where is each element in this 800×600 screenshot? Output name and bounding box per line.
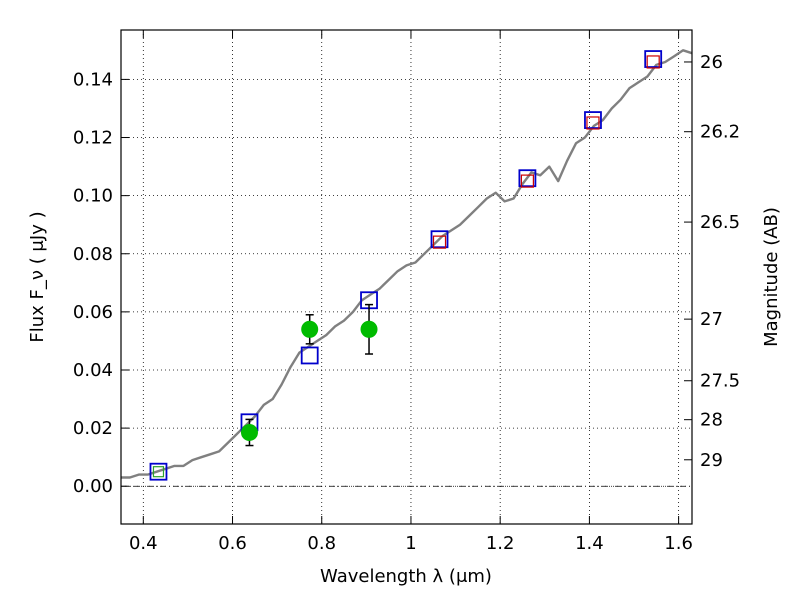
model-photometry-point [300, 346, 319, 365]
model-spectrum-line [121, 49, 693, 479]
x-tick-label: 0.8 [307, 533, 336, 554]
model-photometry-point [149, 462, 168, 481]
fit-photometry-point [520, 174, 534, 188]
x-tick-label: 0.6 [218, 533, 247, 554]
x-tick-label: 1.2 [486, 533, 515, 554]
grid-lines [121, 30, 692, 524]
y-tick-label: 0.08 [73, 244, 113, 265]
observed-flux-point [301, 320, 319, 338]
y-tick-label: 0.14 [73, 69, 113, 90]
right-tick-label: 29 [700, 450, 723, 471]
model-photometry-point [430, 230, 449, 249]
right-tick-label: 27 [700, 309, 723, 330]
y-tick-label: 0.06 [73, 302, 113, 323]
right-tick-label: 28 [700, 410, 723, 431]
right-tick-label: 26.5 [700, 212, 740, 233]
right-tick-label: 26.2 [700, 122, 740, 143]
y-tick-label: 0.00 [73, 476, 113, 497]
green-marker-point [152, 466, 165, 478]
y-tick-label: 0.02 [73, 418, 113, 439]
x-axis-title: Wavelength λ (μm) [320, 566, 492, 587]
model-photometry-point [584, 111, 602, 129]
model-photometry-point [644, 50, 663, 68]
right-tick-label: 27.5 [700, 371, 740, 392]
observed-flux-point [360, 320, 378, 338]
x-tick-label: 1 [405, 533, 416, 554]
x-tick-label: 0.4 [129, 533, 158, 554]
y-axis-right-title: Magnitude (AB) [761, 207, 782, 347]
y-axis-title: Flux F_ν ( μJy ) [27, 211, 48, 342]
y-tick-label: 0.12 [73, 128, 113, 149]
right-tick-label: 26 [700, 52, 723, 73]
observed-flux-point [240, 423, 258, 441]
y-tick-label: 0.04 [73, 360, 113, 381]
data-marks [121, 49, 693, 481]
x-tick-label: 1.4 [575, 533, 604, 554]
fit-photometry-point [432, 235, 447, 249]
x-tick-label: 1.6 [664, 533, 693, 554]
fit-photometry-point [646, 55, 660, 69]
fit-photometry-point [586, 116, 600, 130]
axis-ticks: 0.4 0.6 0.8 1 1.2 1.4 1.6 0.00 0.02 0.04 0.06 0.08 0… [73, 30, 740, 554]
model-photometry-point [518, 169, 537, 188]
y-tick-label: 0.10 [73, 186, 113, 207]
plot-frame [120, 29, 693, 525]
